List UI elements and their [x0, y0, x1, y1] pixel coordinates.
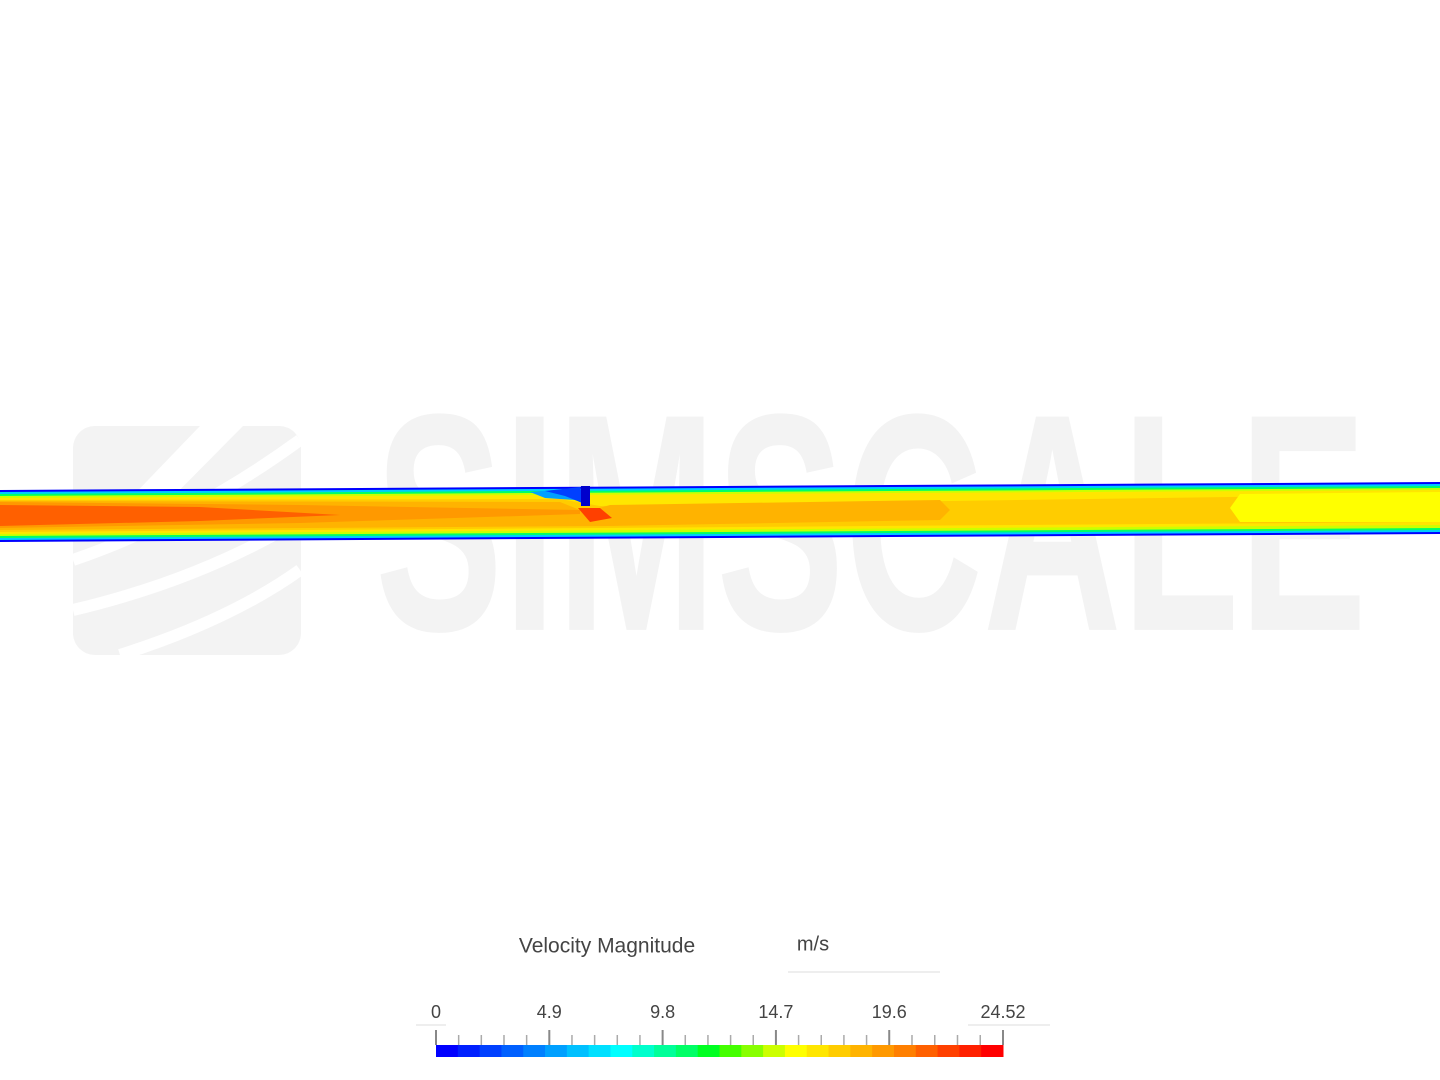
- colorbar-segment: [479, 1045, 502, 1057]
- colorbar-segment: [566, 1045, 590, 1057]
- colorbar-segment: [436, 1045, 459, 1057]
- colorbar-segment: [654, 1045, 677, 1057]
- colorbar-segment: [545, 1045, 568, 1057]
- colorbar-segment: [501, 1045, 524, 1057]
- legend-unit: m/s: [797, 933, 829, 955]
- colorbar-segment: [850, 1045, 873, 1057]
- colorbar-segment: [457, 1045, 481, 1057]
- tick-label: 0: [431, 1002, 441, 1022]
- colorbar-segment: [719, 1045, 742, 1057]
- colorbar-segment: [784, 1045, 808, 1057]
- tick-label: 4.9: [537, 1002, 562, 1022]
- colorbar: 0 4.9 9.8 14.7 19.6 24.52: [431, 1002, 1026, 1057]
- colorbar-segment: [741, 1045, 764, 1057]
- colorbar-segment: [937, 1045, 960, 1057]
- colorbar-segment: [588, 1045, 611, 1057]
- tick-label: 14.7: [758, 1002, 793, 1022]
- velocity-field: [0, 482, 1440, 542]
- tick-label: 9.8: [650, 1002, 675, 1022]
- tick-label: 19.6: [872, 1002, 907, 1022]
- colorbar-segment: [632, 1045, 655, 1057]
- colorbar-segment: [959, 1045, 982, 1057]
- colorbar-segment: [523, 1045, 546, 1057]
- colorbar-segment: [675, 1045, 699, 1057]
- colorbar-segment: [697, 1045, 720, 1057]
- colorbar-segment: [981, 1045, 1004, 1057]
- colorbar-segment: [610, 1045, 633, 1057]
- colorbar-segment: [872, 1045, 895, 1057]
- legend-title: Velocity Magnitude: [519, 935, 695, 958]
- colorbar-segment: [806, 1045, 830, 1057]
- colorbar-segment: [893, 1045, 917, 1057]
- tick-label: 24.52: [980, 1002, 1025, 1022]
- colorbar-segment: [915, 1045, 939, 1057]
- colorbar-segment: [828, 1045, 851, 1057]
- colorbar-segment: [763, 1045, 786, 1057]
